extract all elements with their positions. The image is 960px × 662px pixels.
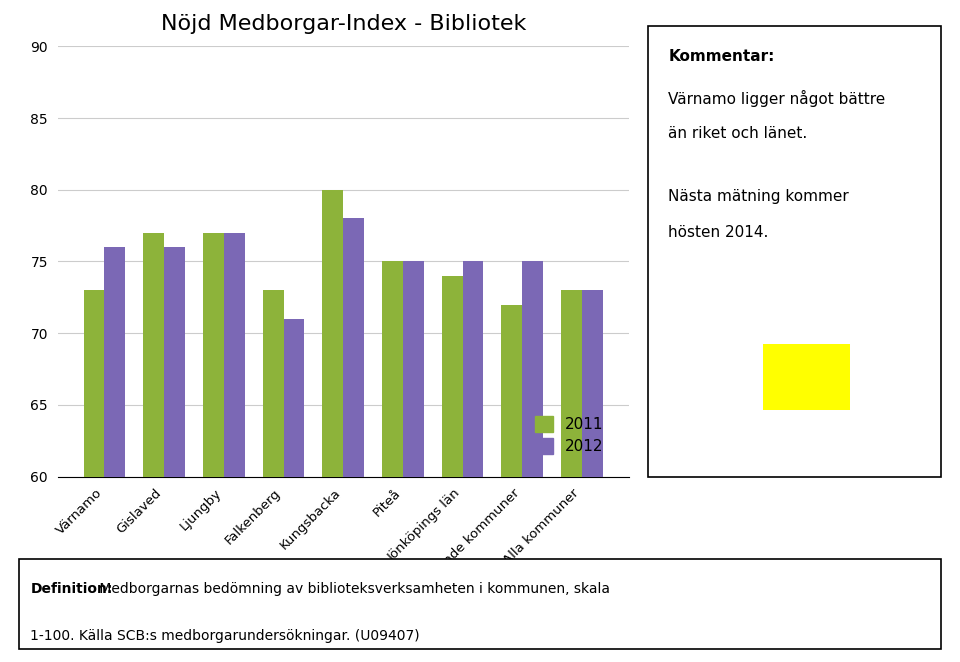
Text: Kommentar:: Kommentar:: [668, 49, 775, 64]
Text: Värnamo ligger något bättre: Värnamo ligger något bättre: [668, 89, 886, 107]
Bar: [203, 233, 224, 662]
Text: Medborgarnas bedömning av biblioteksverksamheten i kommunen, skala: Medborgarnas bedömning av biblioteksverk…: [95, 582, 610, 596]
Bar: [522, 261, 543, 662]
Text: Nästa mätning kommer: Nästa mätning kommer: [668, 189, 850, 203]
Text: än riket och länet.: än riket och länet.: [668, 126, 807, 140]
Bar: [442, 276, 463, 662]
Bar: [84, 290, 105, 662]
FancyBboxPatch shape: [763, 344, 850, 410]
Bar: [582, 290, 603, 662]
Title: Nöjd Medborgar-Index - Bibliotek: Nöjd Medborgar-Index - Bibliotek: [160, 14, 526, 34]
Bar: [105, 247, 126, 662]
Text: Definition:: Definition:: [31, 582, 112, 596]
Bar: [344, 218, 364, 662]
Bar: [403, 261, 423, 662]
Legend: 2011, 2012: 2011, 2012: [528, 410, 610, 460]
Bar: [463, 261, 484, 662]
FancyBboxPatch shape: [19, 559, 941, 649]
Bar: [501, 305, 522, 662]
Bar: [323, 190, 344, 662]
Bar: [143, 233, 164, 662]
Text: hösten 2014.: hösten 2014.: [668, 224, 769, 240]
Bar: [263, 290, 283, 662]
Bar: [382, 261, 403, 662]
Bar: [561, 290, 582, 662]
Bar: [164, 247, 185, 662]
Bar: [283, 319, 304, 662]
FancyBboxPatch shape: [648, 26, 941, 477]
Text: 1-100. Källa SCB:s medborgarundersökningar. (U09407): 1-100. Källa SCB:s medborgarundersökning…: [31, 629, 420, 643]
Bar: [224, 233, 245, 662]
